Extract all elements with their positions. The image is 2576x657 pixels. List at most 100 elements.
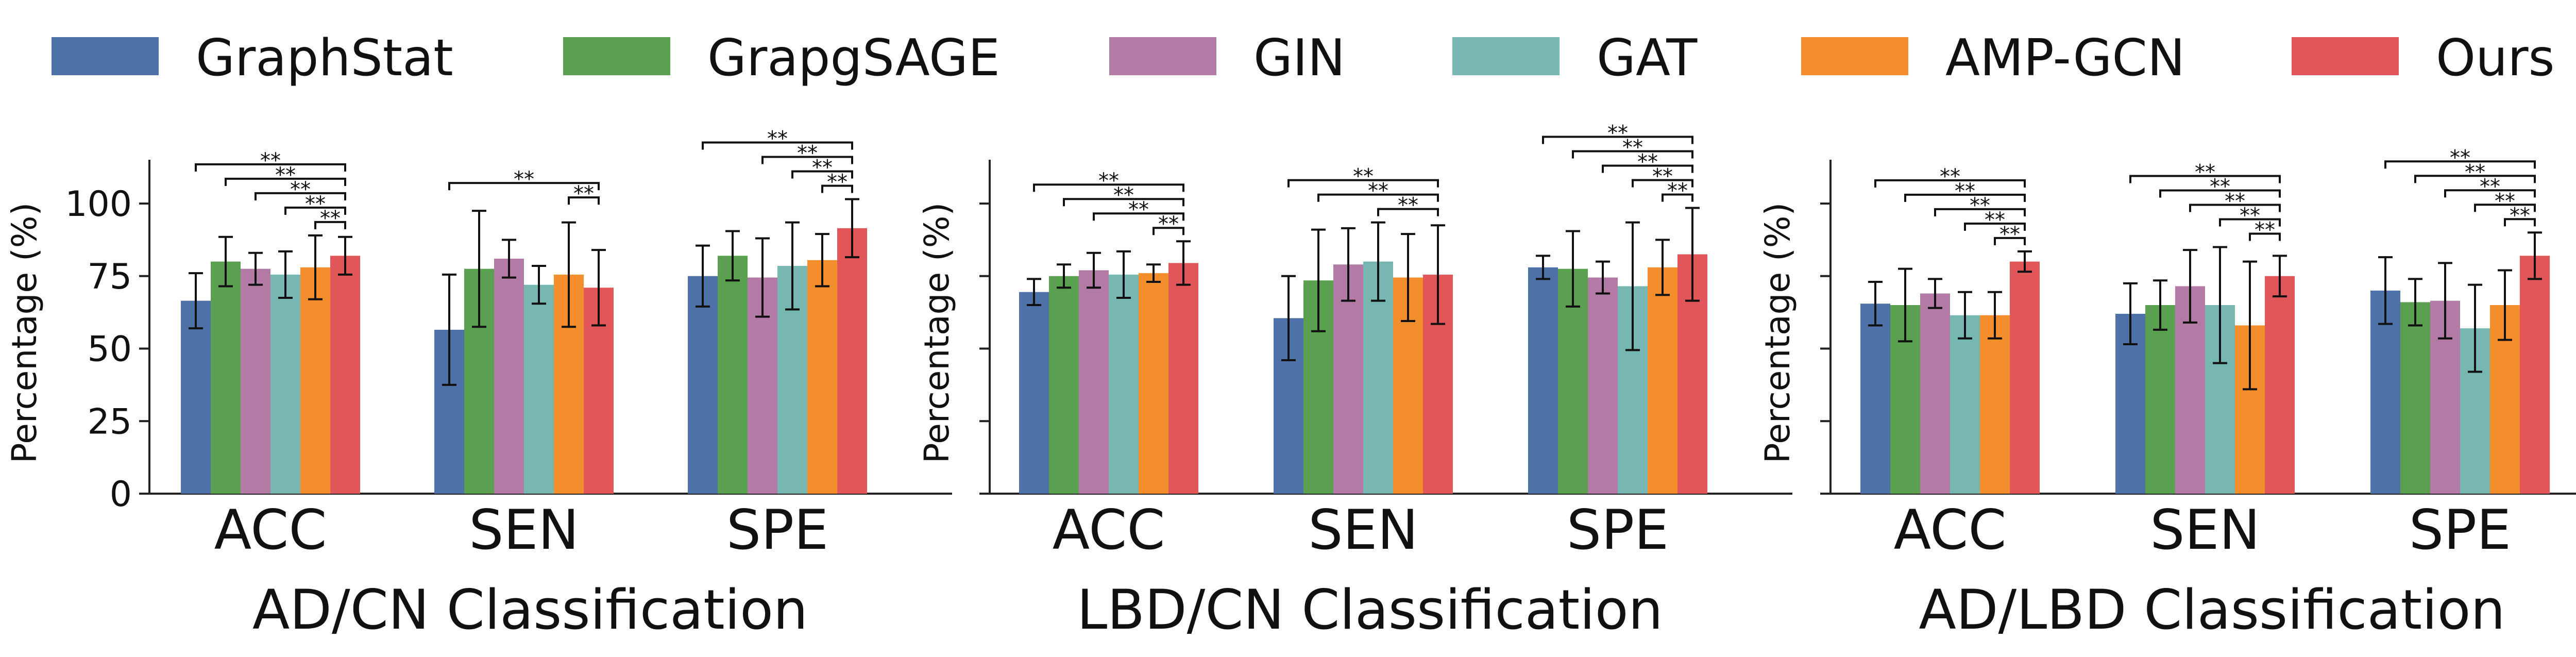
legend-label-ours: Ours xyxy=(2436,29,2555,88)
significance-label: ** xyxy=(573,182,594,206)
significance-bracket xyxy=(1033,183,1184,192)
bar-amp-gcn-spe xyxy=(807,260,837,494)
significance-bracket xyxy=(1572,150,1693,159)
significance-label: ** xyxy=(2240,204,2260,227)
significance-bracket xyxy=(1964,222,2026,231)
significance-bracket xyxy=(702,141,853,150)
x-tick-label-acc: ACC xyxy=(1894,498,2007,562)
significance-bracket xyxy=(448,182,600,191)
bar-gin-spe xyxy=(1588,277,1618,494)
significance-label: ** xyxy=(1940,165,1960,189)
significance-bracket xyxy=(761,156,853,164)
bar-grapgsage-sen xyxy=(2145,305,2175,494)
significance-label: ** xyxy=(1113,183,1134,207)
significance-label: ** xyxy=(1607,121,1628,145)
significance-label: ** xyxy=(290,178,311,201)
significance-label: ** xyxy=(275,163,296,187)
y-tick-label: 25 xyxy=(87,401,132,442)
x-tick-label-sen: SEN xyxy=(1308,498,1418,562)
significance-label: ** xyxy=(1098,169,1119,193)
x-tick-label-sen: SEN xyxy=(469,498,579,562)
bar-gin-sen xyxy=(1333,264,1363,494)
significance-label: ** xyxy=(2495,189,2515,213)
bar-gat-acc xyxy=(1950,315,1980,494)
bar-ours-acc xyxy=(2010,261,2040,494)
bar-graphstat-acc xyxy=(1860,304,1890,494)
bar-gat-acc xyxy=(270,274,300,494)
y-axis-label: Percentage (%) xyxy=(917,203,957,463)
legend-label-amp-gcn: AMP-GCN xyxy=(1945,29,2185,88)
significance-label: ** xyxy=(1652,164,1673,188)
significance-label: ** xyxy=(2255,218,2275,242)
bar-ours-acc xyxy=(330,256,360,494)
bar-gin-acc xyxy=(241,268,270,494)
significance-bracket xyxy=(2249,232,2281,241)
bar-amp-gcn-acc xyxy=(1980,315,2010,494)
x-axis-title: AD/LBD Classification xyxy=(1919,578,2505,642)
legend-label-graphstat: GraphStat xyxy=(196,29,453,88)
bar-ours-acc xyxy=(1168,263,1198,494)
significance-label: ** xyxy=(2225,189,2245,213)
significance-label: ** xyxy=(2480,175,2500,198)
x-tick-label-spe: SPE xyxy=(1567,498,1669,562)
significance-bracket xyxy=(1093,212,1184,221)
x-tick-label-sen: SEN xyxy=(2150,498,2260,562)
bar-ours-sen xyxy=(2265,276,2295,494)
y-tick-label: 75 xyxy=(87,257,132,297)
bar-grapgsage-spe xyxy=(718,256,748,494)
significance-bracket xyxy=(2129,175,2281,183)
significance-label: ** xyxy=(1353,165,1374,189)
x-tick-label-acc: ACC xyxy=(214,498,327,562)
legend-swatch-gat xyxy=(1452,37,1560,75)
y-tick-label: 100 xyxy=(65,184,132,225)
legend: GraphStat GrapgSAGE GIN GAT AMP-GCN Ours xyxy=(0,0,2576,103)
bar-grapgsage-acc xyxy=(211,261,241,494)
significance-bracket xyxy=(2384,160,2536,169)
significance-bracket xyxy=(1874,179,2026,188)
bar-graphstat-acc xyxy=(181,300,211,494)
x-tick-label-spe: SPE xyxy=(726,498,828,562)
significance-bracket xyxy=(2474,204,2536,212)
significance-bracket xyxy=(1602,164,1693,173)
significance-label: ** xyxy=(2450,146,2470,170)
significance-label: ** xyxy=(2510,204,2530,227)
x-tick-label-acc: ACC xyxy=(1053,498,1165,562)
legend-label-grapgsage: GrapgSAGE xyxy=(707,29,1000,88)
significance-bracket xyxy=(314,221,346,229)
significance-bracket xyxy=(2159,189,2281,198)
significance-bracket xyxy=(1063,198,1184,207)
significance-label: ** xyxy=(320,207,341,230)
significance-bracket xyxy=(195,163,346,172)
significance-label: ** xyxy=(1999,223,2020,246)
significance-label: ** xyxy=(2195,160,2215,184)
significance-bracket xyxy=(1632,179,1693,188)
bar-graphstat-spe xyxy=(688,276,718,494)
significance-bracket xyxy=(225,177,346,186)
significance-label: ** xyxy=(1398,194,1418,217)
bar-gin-acc xyxy=(1920,293,1950,494)
bar-ours-spe xyxy=(2520,256,2550,494)
significance-bracket xyxy=(1317,193,1439,202)
significance-label: ** xyxy=(305,192,326,216)
bar-gat-acc xyxy=(1109,274,1139,494)
significance-bracket xyxy=(791,170,853,179)
significance-label: ** xyxy=(1955,179,1975,203)
significance-bracket xyxy=(1287,179,1439,188)
bar-gin-sen xyxy=(494,258,524,494)
significance-label: ** xyxy=(1637,150,1658,174)
significance-label: ** xyxy=(1158,212,1179,236)
y-tick-label: 0 xyxy=(110,474,132,515)
significance-bracket xyxy=(1153,227,1184,235)
significance-bracket xyxy=(1904,193,2026,202)
chart-panel-ad-lbd-classification: Percentage (%)ACC**********SEN**********… xyxy=(1758,146,2576,642)
bar-grapgsage-spe xyxy=(2400,302,2430,494)
bar-graphstat-acc xyxy=(1019,292,1049,494)
legend-swatch-amp-gcn xyxy=(1801,37,1908,75)
significance-bracket xyxy=(568,196,600,205)
significance-bracket xyxy=(255,192,346,200)
y-axis-label: Percentage (%) xyxy=(1758,203,1798,463)
significance-bracket xyxy=(821,184,853,193)
significance-label: ** xyxy=(260,149,281,173)
significance-label: ** xyxy=(827,171,848,194)
